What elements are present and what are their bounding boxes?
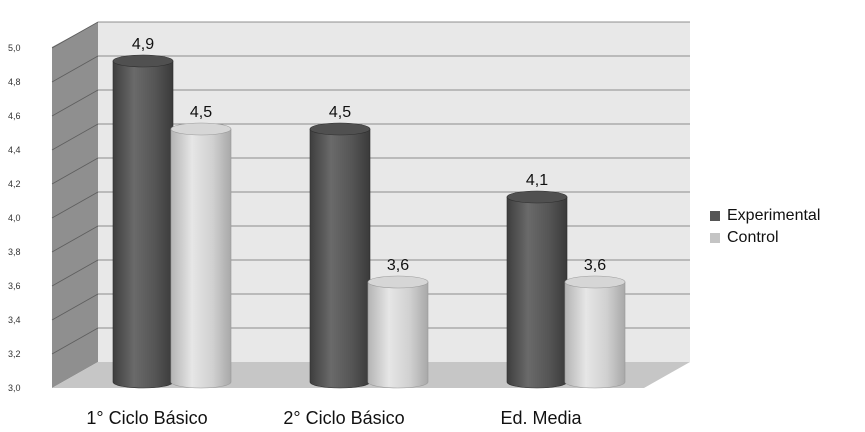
bar-top-experimental bbox=[112, 54, 174, 68]
y-tick-label: 3,0 bbox=[8, 383, 21, 393]
data-label-experimental: 4,9 bbox=[132, 36, 154, 53]
data-label-control: 4,5 bbox=[190, 104, 212, 121]
y-tick-label: 4,4 bbox=[8, 145, 21, 155]
bar-top-experimental bbox=[506, 190, 568, 204]
legend-swatch-control bbox=[710, 233, 720, 243]
x-axis-categories: 1° Ciclo Básico 2° Ciclo Básico Ed. Media bbox=[86, 408, 582, 428]
gridline-side bbox=[51, 225, 99, 253]
data-label-experimental: 4,1 bbox=[526, 172, 548, 189]
y-tick-label: 3,4 bbox=[8, 315, 21, 325]
bar-top-experimental bbox=[309, 122, 371, 136]
legend-label-control: Control bbox=[727, 229, 779, 246]
gridline-side bbox=[51, 21, 99, 49]
data-labels: 4,9 4,5 4,1 4,5 3,6 3,6 bbox=[132, 36, 606, 274]
bar-top-control bbox=[564, 275, 626, 289]
bar-experimental bbox=[506, 196, 568, 389]
legend-item-control: Control bbox=[710, 227, 820, 249]
chart-bars bbox=[112, 54, 626, 389]
y-tick-label: 3,8 bbox=[8, 247, 21, 257]
y-axis-ticks: 3,0 3,2 3,4 3,6 3,8 4,0 4,2 4,4 4,6 4,8 5,0 bbox=[8, 43, 21, 393]
y-tick-label: 4,0 bbox=[8, 213, 21, 223]
y-tick-label: 3,6 bbox=[8, 281, 21, 291]
x-category-label: 2° Ciclo Básico bbox=[283, 408, 404, 428]
gridline-side bbox=[51, 89, 99, 117]
gridline-side bbox=[51, 55, 99, 83]
bar-control bbox=[367, 281, 429, 389]
legend-swatch-experimental bbox=[710, 211, 720, 221]
bar-control bbox=[170, 128, 232, 389]
chart-legend: Experimental Control bbox=[710, 205, 820, 249]
legend-label-experimental: Experimental bbox=[727, 207, 821, 224]
data-label-control: 3,6 bbox=[387, 257, 409, 274]
y-tick-label: 4,2 bbox=[8, 179, 21, 189]
x-category-label: Ed. Media bbox=[500, 408, 582, 428]
gridline-side bbox=[51, 157, 99, 185]
data-label-experimental: 4,5 bbox=[329, 104, 351, 121]
gridline-side bbox=[51, 327, 99, 355]
y-tick-label: 4,8 bbox=[8, 77, 21, 87]
gridline-side bbox=[51, 123, 99, 151]
data-label-control: 3,6 bbox=[584, 257, 606, 274]
gridline-side bbox=[51, 293, 99, 321]
bar-top-control bbox=[170, 122, 232, 136]
bar-experimental bbox=[112, 60, 174, 389]
gridline-side bbox=[51, 191, 99, 219]
bar-top-control bbox=[367, 275, 429, 289]
y-tick-label: 3,2 bbox=[8, 349, 21, 359]
y-tick-label: 5,0 bbox=[8, 43, 21, 53]
bar-control bbox=[564, 281, 626, 389]
x-category-label: 1° Ciclo Básico bbox=[86, 408, 207, 428]
bar-experimental bbox=[309, 128, 371, 389]
legend-item-experimental: Experimental bbox=[710, 205, 820, 227]
y-tick-label: 4,6 bbox=[8, 111, 21, 121]
gridline-side bbox=[51, 259, 99, 287]
